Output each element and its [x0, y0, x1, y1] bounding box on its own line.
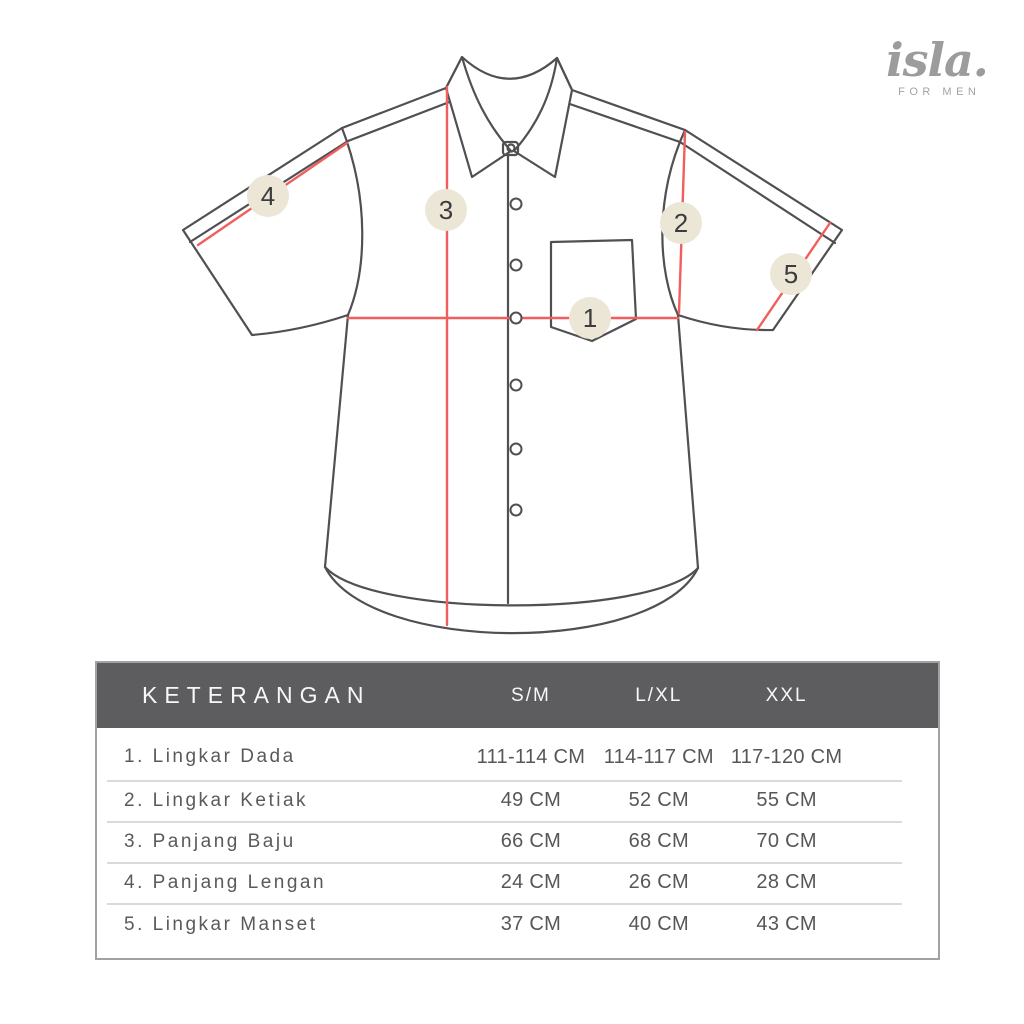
column-header-sm: S/M [511, 684, 551, 706]
size-value: 28 CM [756, 871, 817, 893]
shirt-button [509, 311, 523, 325]
marker-number: 2 [674, 208, 688, 238]
table-row: 3. Panjang Baju 66 CM 68 CM 70 CM [97, 821, 938, 862]
brand-logo: isla. FOR MEN [884, 36, 990, 98]
size-value: 55 CM [756, 789, 817, 811]
table-row: 4. Panjang Lengan 24 CM 26 CM 28 CM [97, 862, 938, 903]
size-value: 70 CM [756, 830, 817, 852]
size-value: 66 CM [500, 830, 562, 852]
size-value: 37 CM [500, 913, 562, 935]
measurement-label: 3. Panjang Baju [124, 830, 296, 852]
marker-number: 5 [784, 259, 798, 289]
collar-left-wing [444, 55, 513, 179]
measurement-label: 2. Lingkar Ketiak [124, 789, 309, 811]
measurement-label: 5. Lingkar Manset [124, 913, 318, 935]
measurement-label: 1. Lingkar Dada [124, 746, 296, 767]
shirt-button [509, 503, 523, 517]
size-value: 40 CM [628, 913, 689, 935]
size-value: 49 CM [500, 789, 562, 811]
marker-number: 4 [261, 181, 275, 211]
size-table: KETERANGAN S/M L/XL XXL 1. Lingkar Dada … [95, 661, 940, 960]
size-value: 117-120 CM [730, 745, 843, 768]
size-table-body: 1. Lingkar Dada 111-114 CM 114-117 CM 11… [97, 728, 938, 960]
size-value: 26 CM [628, 871, 689, 893]
size-value: 43 CM [756, 913, 817, 935]
brand-name: isla. [886, 33, 989, 87]
column-header-lxl: L/XL [635, 684, 683, 706]
right-yoke-seam [562, 100, 837, 245]
shirt-button [509, 197, 523, 211]
brand-tagline: FOR MEN [898, 86, 981, 98]
size-table-header: KETERANGAN S/M L/XL XXL [97, 663, 938, 728]
left-yoke-seam [188, 99, 454, 244]
measurement-marker-2: 2 [660, 202, 702, 244]
shirt-outline [181, 55, 844, 635]
measurement-marker-1: 1 [569, 297, 611, 339]
left-armhole-seam [340, 126, 364, 317]
size-value: 24 CM [500, 871, 562, 893]
table-title: KETERANGAN [142, 682, 371, 708]
collar-right-wing [512, 56, 574, 179]
shirt-diagram: 1 2 3 4 5 [150, 30, 890, 645]
table-row: 5. Lingkar Manset 37 CM 40 CM 43 CM [97, 903, 938, 960]
column-header-xxl: XXL [765, 684, 808, 706]
size-value: 114-117 CM [603, 745, 714, 768]
table-row: 1. Lingkar Dada 111-114 CM 114-117 CM 11… [97, 728, 938, 780]
hem-inner-seam [323, 565, 700, 607]
size-value: 68 CM [628, 830, 689, 852]
shirt-diagram-svg: 1 2 3 4 5 [181, 55, 844, 635]
collar-button-tab [501, 140, 520, 157]
measurement-marker-3: 3 [425, 189, 467, 231]
marker-number: 3 [439, 195, 453, 225]
measurement-marker-5: 5 [770, 253, 812, 295]
measurement-marker-4: 4 [247, 175, 289, 217]
measurement-label: 4. Panjang Lengan [124, 871, 327, 893]
size-value: 52 CM [628, 789, 689, 811]
table-row: 2. Lingkar Ketiak 49 CM 52 CM 55 CM [97, 780, 938, 821]
shirt-button [509, 442, 523, 456]
marker-number: 1 [583, 303, 597, 333]
collar-button [506, 143, 516, 153]
shirt-button [509, 258, 523, 272]
size-value: 111-114 CM [476, 745, 586, 768]
shirt-button [509, 378, 523, 392]
